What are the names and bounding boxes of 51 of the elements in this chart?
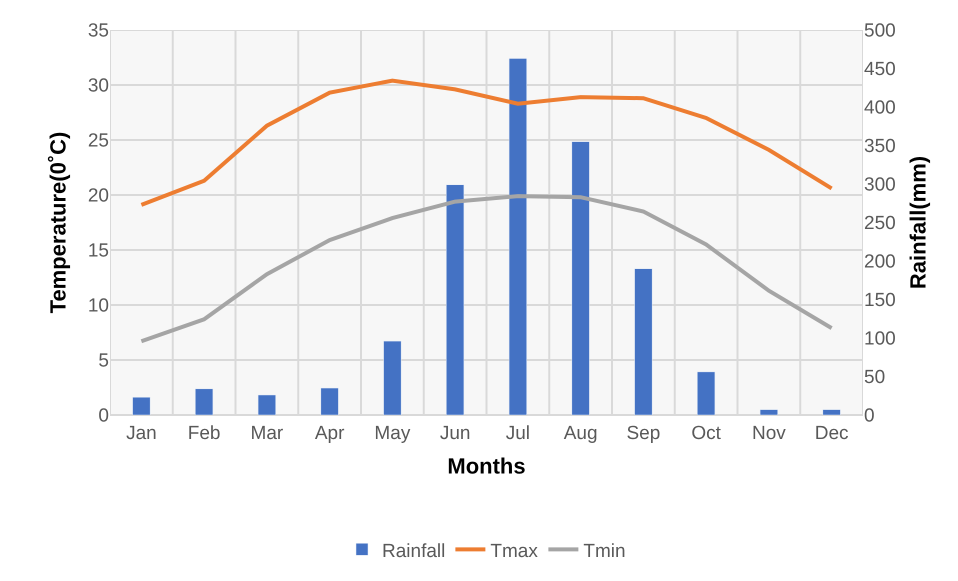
y-tick-label: 30 bbox=[88, 76, 109, 97]
x-tick-label: Nov bbox=[752, 422, 786, 444]
x-tick-label: May bbox=[374, 422, 411, 444]
x-tick-label: Sep bbox=[626, 422, 660, 444]
y2-tick-label: 0 bbox=[864, 406, 875, 427]
y2-tick-label: 500 bbox=[864, 20, 896, 42]
y2-tick-label: 250 bbox=[864, 213, 896, 234]
legend-label: Tmax bbox=[490, 540, 538, 562]
y2-axis-title: Rainfall(mm) bbox=[906, 156, 931, 290]
y-tick-label: 0 bbox=[98, 406, 109, 427]
y2-tick-label: 50 bbox=[864, 367, 886, 388]
bar bbox=[572, 141, 590, 415]
y-axis-title: Temperature(0˚C) bbox=[46, 132, 71, 314]
legend-label: Tmin bbox=[583, 540, 626, 562]
y2-tick-label: 100 bbox=[864, 328, 896, 350]
line-series bbox=[139, 194, 834, 344]
y2-tick-label: 450 bbox=[864, 59, 896, 80]
bar bbox=[132, 397, 150, 415]
y2-tick-label: 400 bbox=[864, 98, 896, 119]
legend-label: Rainfall bbox=[382, 540, 446, 562]
line-series bbox=[139, 78, 834, 207]
bar bbox=[508, 58, 527, 415]
x-tick-label: Apr bbox=[314, 422, 346, 444]
bar bbox=[634, 268, 652, 415]
y-tick-label: 20 bbox=[88, 186, 109, 207]
y-tick-label: 10 bbox=[88, 296, 109, 317]
y-tick-label: 5 bbox=[98, 350, 109, 372]
x-axis-title: Months bbox=[447, 454, 526, 479]
x-tick-label: Jun bbox=[440, 422, 470, 444]
bar bbox=[446, 184, 464, 415]
y2-tick-label: 300 bbox=[864, 174, 896, 196]
bar bbox=[195, 388, 214, 415]
bar bbox=[320, 388, 339, 415]
x-tick-label: Jul bbox=[506, 422, 530, 444]
bar bbox=[697, 372, 716, 415]
bar bbox=[760, 409, 778, 415]
y-tick-label: 15 bbox=[88, 240, 109, 262]
y2-tick-label: 350 bbox=[864, 136, 896, 158]
x-tick-label: Jan bbox=[126, 422, 157, 444]
y2-tick-label: 200 bbox=[864, 252, 896, 273]
bar bbox=[258, 394, 276, 415]
y-tick-label: 35 bbox=[88, 20, 109, 42]
x-tick-label: Mar bbox=[250, 422, 284, 444]
y2-tick-label: 150 bbox=[864, 290, 896, 312]
x-tick-label: Oct bbox=[691, 422, 722, 444]
y-tick-label: 25 bbox=[88, 130, 109, 152]
bar bbox=[822, 409, 841, 415]
x-tick-label: Dec bbox=[814, 422, 849, 444]
x-tick-label: Feb bbox=[188, 422, 221, 444]
bar bbox=[383, 340, 402, 415]
x-tick-label: Aug bbox=[564, 422, 598, 444]
